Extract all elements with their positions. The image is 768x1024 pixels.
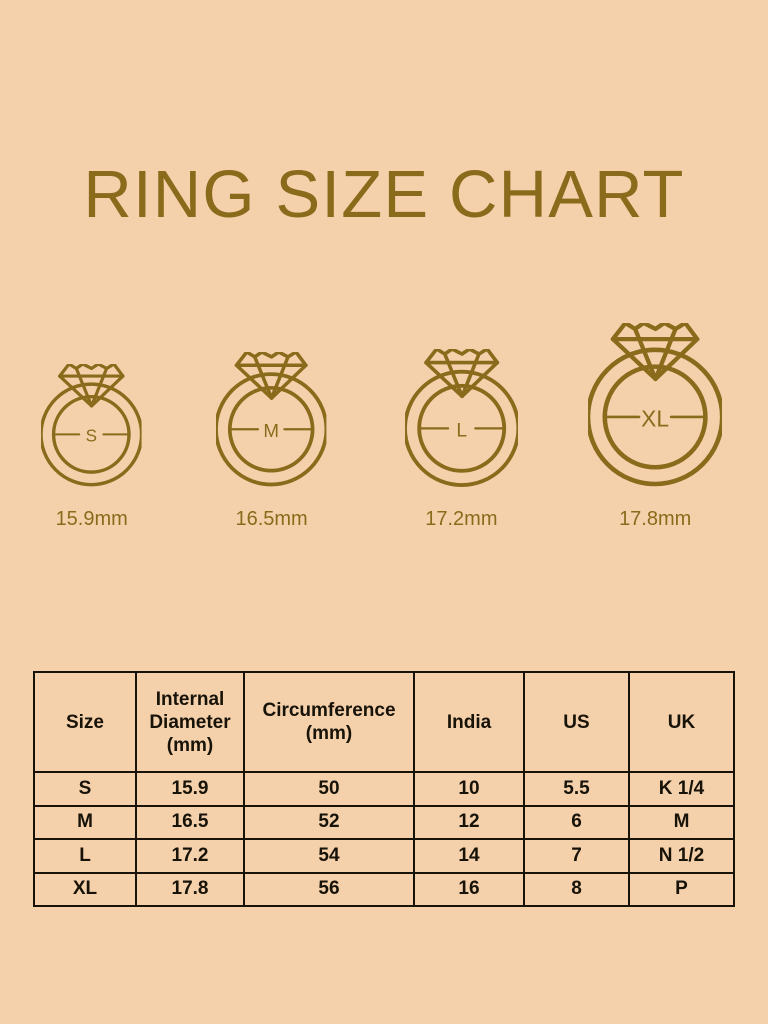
svg-text:S: S [86,427,97,446]
svg-text:M: M [264,420,280,441]
svg-text:L: L [456,420,467,441]
svg-text:XL: XL [641,406,669,432]
